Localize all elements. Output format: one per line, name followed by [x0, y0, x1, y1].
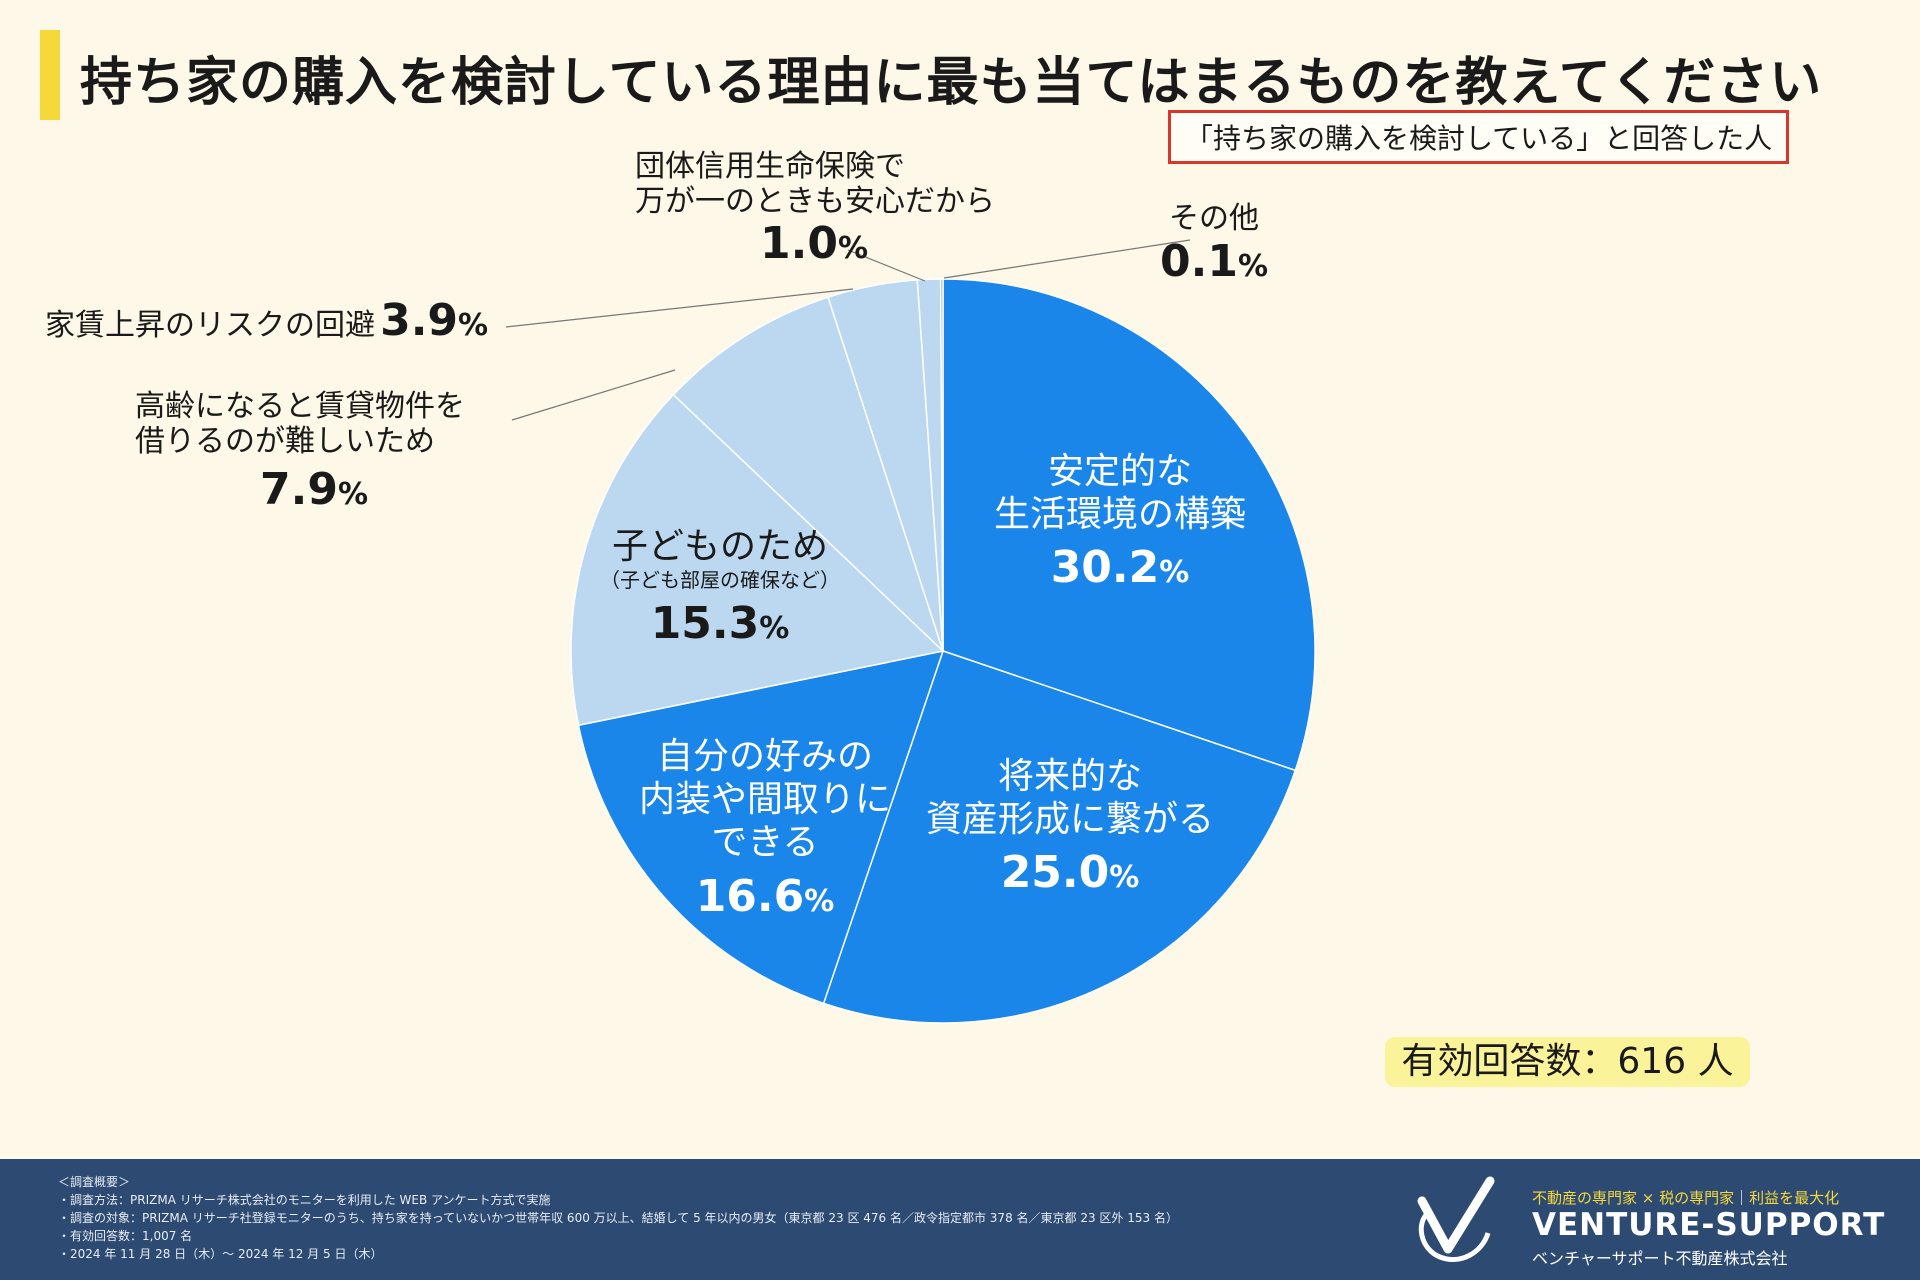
pie-chart: [505, 239, 1316, 1024]
title-accent-bar: [40, 30, 60, 120]
slice-label-s2-line2: 内装や間取りに: [638, 779, 891, 821]
pie-slice-s2: [577, 650, 945, 1005]
slice-value-s4: 7.9%: [260, 464, 369, 515]
slice-value-s0: 30.2%: [1050, 542, 1190, 594]
slice-label-s3-sub: （子ども部屋の確保など）: [600, 568, 840, 593]
slice-value-s2: 16.6%: [695, 870, 835, 922]
slice-label-s7-line1: その他: [1169, 201, 1259, 236]
slice-value-s5: 3.9%: [380, 295, 489, 346]
survey-note: ・調査の対象：PRIZMA リサーチ社登録モニターのうち、持ち家を持っていないか…: [58, 1211, 1178, 1225]
brand-name: VENTURE-SUPPORT: [1532, 1207, 1886, 1243]
slice-label-s0-line2: 生活環境の構築: [993, 494, 1246, 536]
pie-slice-s0: [942, 278, 1316, 772]
leader-line-s7: [943, 239, 1191, 279]
slice-label-s4-line1: 高齢になると賃貸物件を: [135, 389, 465, 424]
company-name: ベンチャーサポート不動産株式会社: [1532, 1249, 1788, 1268]
leader-line-s4: [511, 369, 676, 421]
slice-label-s1-line1: 将来的な: [997, 756, 1142, 797]
leader-line-s6: [847, 249, 926, 282]
pie-slice-s4: [672, 296, 944, 652]
respondent-count-badge: 有効回答数：616 人: [1385, 1037, 1750, 1087]
slice-label-s4-line2: 借りるのが難しいため: [135, 423, 435, 459]
slice-label-s5-line1: 家賃上昇のリスクの回避: [45, 308, 375, 343]
venture-support-logo-icon: [1417, 1176, 1495, 1262]
slice-label-s1-line2: 資産形成に繋がる: [925, 799, 1214, 841]
slice-value-s1: 25.0%: [1000, 847, 1140, 899]
slice-label-s0-line1: 安定的な: [1047, 451, 1192, 492]
survey-note: ・有効回答数：1,007 名: [58, 1229, 193, 1243]
slice-label-s6: 団体信用生命保険で 万が一のときも安心だから 1.0%: [635, 149, 995, 270]
pie-slice-s3: [570, 393, 945, 727]
slice-label-s4: 高齢になると賃貸物件を 借りるのが難しいため 7.9%: [135, 389, 465, 516]
slice-value-s6: 1.0%: [760, 218, 869, 269]
slice-label-s5: 家賃上昇のリスクの回避 3.9%: [45, 295, 489, 347]
survey-note: ＜調査概要＞: [58, 1175, 131, 1189]
slice-label-s2-line3: できる: [711, 822, 819, 864]
footer: ＜調査概要＞ ・調査方法：PRIZMA リサーチ株式会社のモニターを利用した W…: [0, 1159, 1920, 1280]
leader-line-s5: [505, 288, 854, 328]
slice-label-s2: 自分の好みの 内装や間取りに できる 16.6%: [600, 735, 930, 923]
slice-value-s3: 15.3%: [650, 598, 790, 650]
survey-note: ・調査方法：PRIZMA リサーチ株式会社のモニターを利用した WEB アンケー…: [58, 1193, 551, 1207]
pie-slice-s1: [822, 650, 1297, 1024]
logo-tagline: 不動産の専門家 × 税の専門家｜利益を最大化: [1532, 1189, 1840, 1207]
slice-label-s2-line1: 自分の好みの: [656, 736, 873, 777]
slice-label-s6-line2: 万が一のときも安心だから: [635, 183, 995, 219]
subtitle-badge: 「持ち家の購入を検討している」と回答した人: [1168, 110, 1790, 164]
page-title: 持ち家の購入を検討している理由に最も当てはまるものを教えてください: [80, 53, 1823, 113]
survey-notes: ＜調査概要＞ ・調査方法：PRIZMA リサーチ株式会社のモニターを利用した W…: [58, 1173, 1178, 1263]
slice-value-s7: 0.1%: [1160, 235, 1269, 287]
slice-label-s6-line1: 団体信用生命保険で: [635, 149, 905, 184]
survey-note: ・2024 年 11 月 28 日（木）～ 2024 年 12 月 5 日（木）: [58, 1247, 383, 1261]
slice-label-s3-line1: 子どものため: [611, 526, 828, 567]
slice-label-s1: 将来的な 資産形成に繋がる 25.0%: [880, 755, 1260, 900]
slice-label-s0: 安定的な 生活環境の構築 30.2%: [930, 450, 1310, 595]
slice-label-s7: その他 0.1%: [1160, 201, 1269, 287]
pie-slice-s7: [939, 278, 944, 652]
slice-label-s3: 子どものため （子ども部屋の確保など） 15.3%: [580, 525, 860, 651]
